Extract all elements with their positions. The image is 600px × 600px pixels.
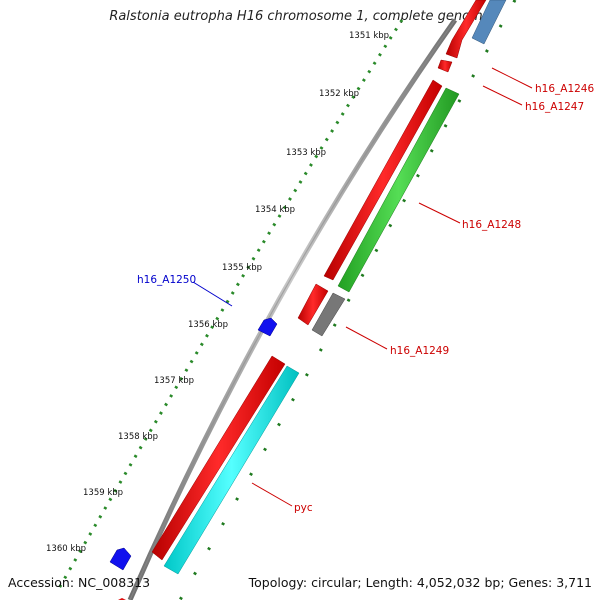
gene-callouts xyxy=(192,67,533,507)
callout-line-pyc xyxy=(251,482,293,507)
tick-label: 1353 kbp xyxy=(286,148,326,158)
tick-label: 1351 kbp xyxy=(349,31,389,41)
gene-blue-bottom xyxy=(109,547,132,571)
gene-label-h16-A1250: h16_A1250 xyxy=(137,274,196,286)
gene-label-h16-A1249: h16_A1249 xyxy=(390,345,449,357)
callout-line-h16-A1246 xyxy=(491,67,533,89)
cds-block-a1249 xyxy=(297,283,329,326)
gene-pyc xyxy=(163,365,300,575)
tick-labels: 1351 kbp 1352 kbp 1353 kbp 1354 kbp 1355… xyxy=(46,31,389,554)
gene-label-pyc: pyc xyxy=(294,502,313,514)
accession-label: Accession: NC_008313 xyxy=(8,575,151,590)
gene-label-h16-A1248: h16_A1248 xyxy=(462,219,521,231)
tick-label: 1359 kbp xyxy=(83,488,123,498)
gene-h16-A1248 xyxy=(337,87,460,293)
tick-label: 1354 kbp xyxy=(255,205,295,215)
gene-h16-A1250 xyxy=(257,317,278,337)
callout-line-h16-A1250 xyxy=(192,281,233,307)
tick-label: 1360 kbp xyxy=(46,544,86,554)
scale-rail-outer xyxy=(56,19,404,591)
gene-label-h16-A1246: h16_A1246 xyxy=(535,83,594,95)
cds-block-small xyxy=(437,59,453,73)
tick-label: 1355 kbp xyxy=(222,263,262,273)
gene-labels: h16_A1246 h16_A1247 h16_A1248 h16_A1249 … xyxy=(137,83,594,514)
cds-block-pyc xyxy=(151,355,286,561)
tick-label: 1357 kbp xyxy=(154,376,194,386)
cds-block-top xyxy=(445,0,487,59)
scale-rail-inner xyxy=(178,0,517,600)
gene-label-h16-A1247: h16_A1247 xyxy=(525,101,584,113)
map-title: Ralstonia eutropha H16 chromosome 1, com… xyxy=(109,9,491,24)
callout-line-h16-A1247 xyxy=(482,85,523,106)
cds-track xyxy=(118,0,487,600)
tick-label: 1352 kbp xyxy=(319,89,359,99)
gene-h16-A1249 xyxy=(311,292,346,337)
gene-h16-A1246 xyxy=(471,0,507,45)
callout-line-h16-A1249 xyxy=(345,326,388,350)
gene-track xyxy=(109,0,507,575)
genome-summary: Topology: circular; Length: 4,052,032 bp… xyxy=(248,575,592,590)
tick-label: 1356 kbp xyxy=(188,320,228,330)
cds-block-a1248 xyxy=(323,79,443,281)
tick-label: 1358 kbp xyxy=(118,432,158,442)
callout-line-h16-A1248 xyxy=(418,202,461,224)
